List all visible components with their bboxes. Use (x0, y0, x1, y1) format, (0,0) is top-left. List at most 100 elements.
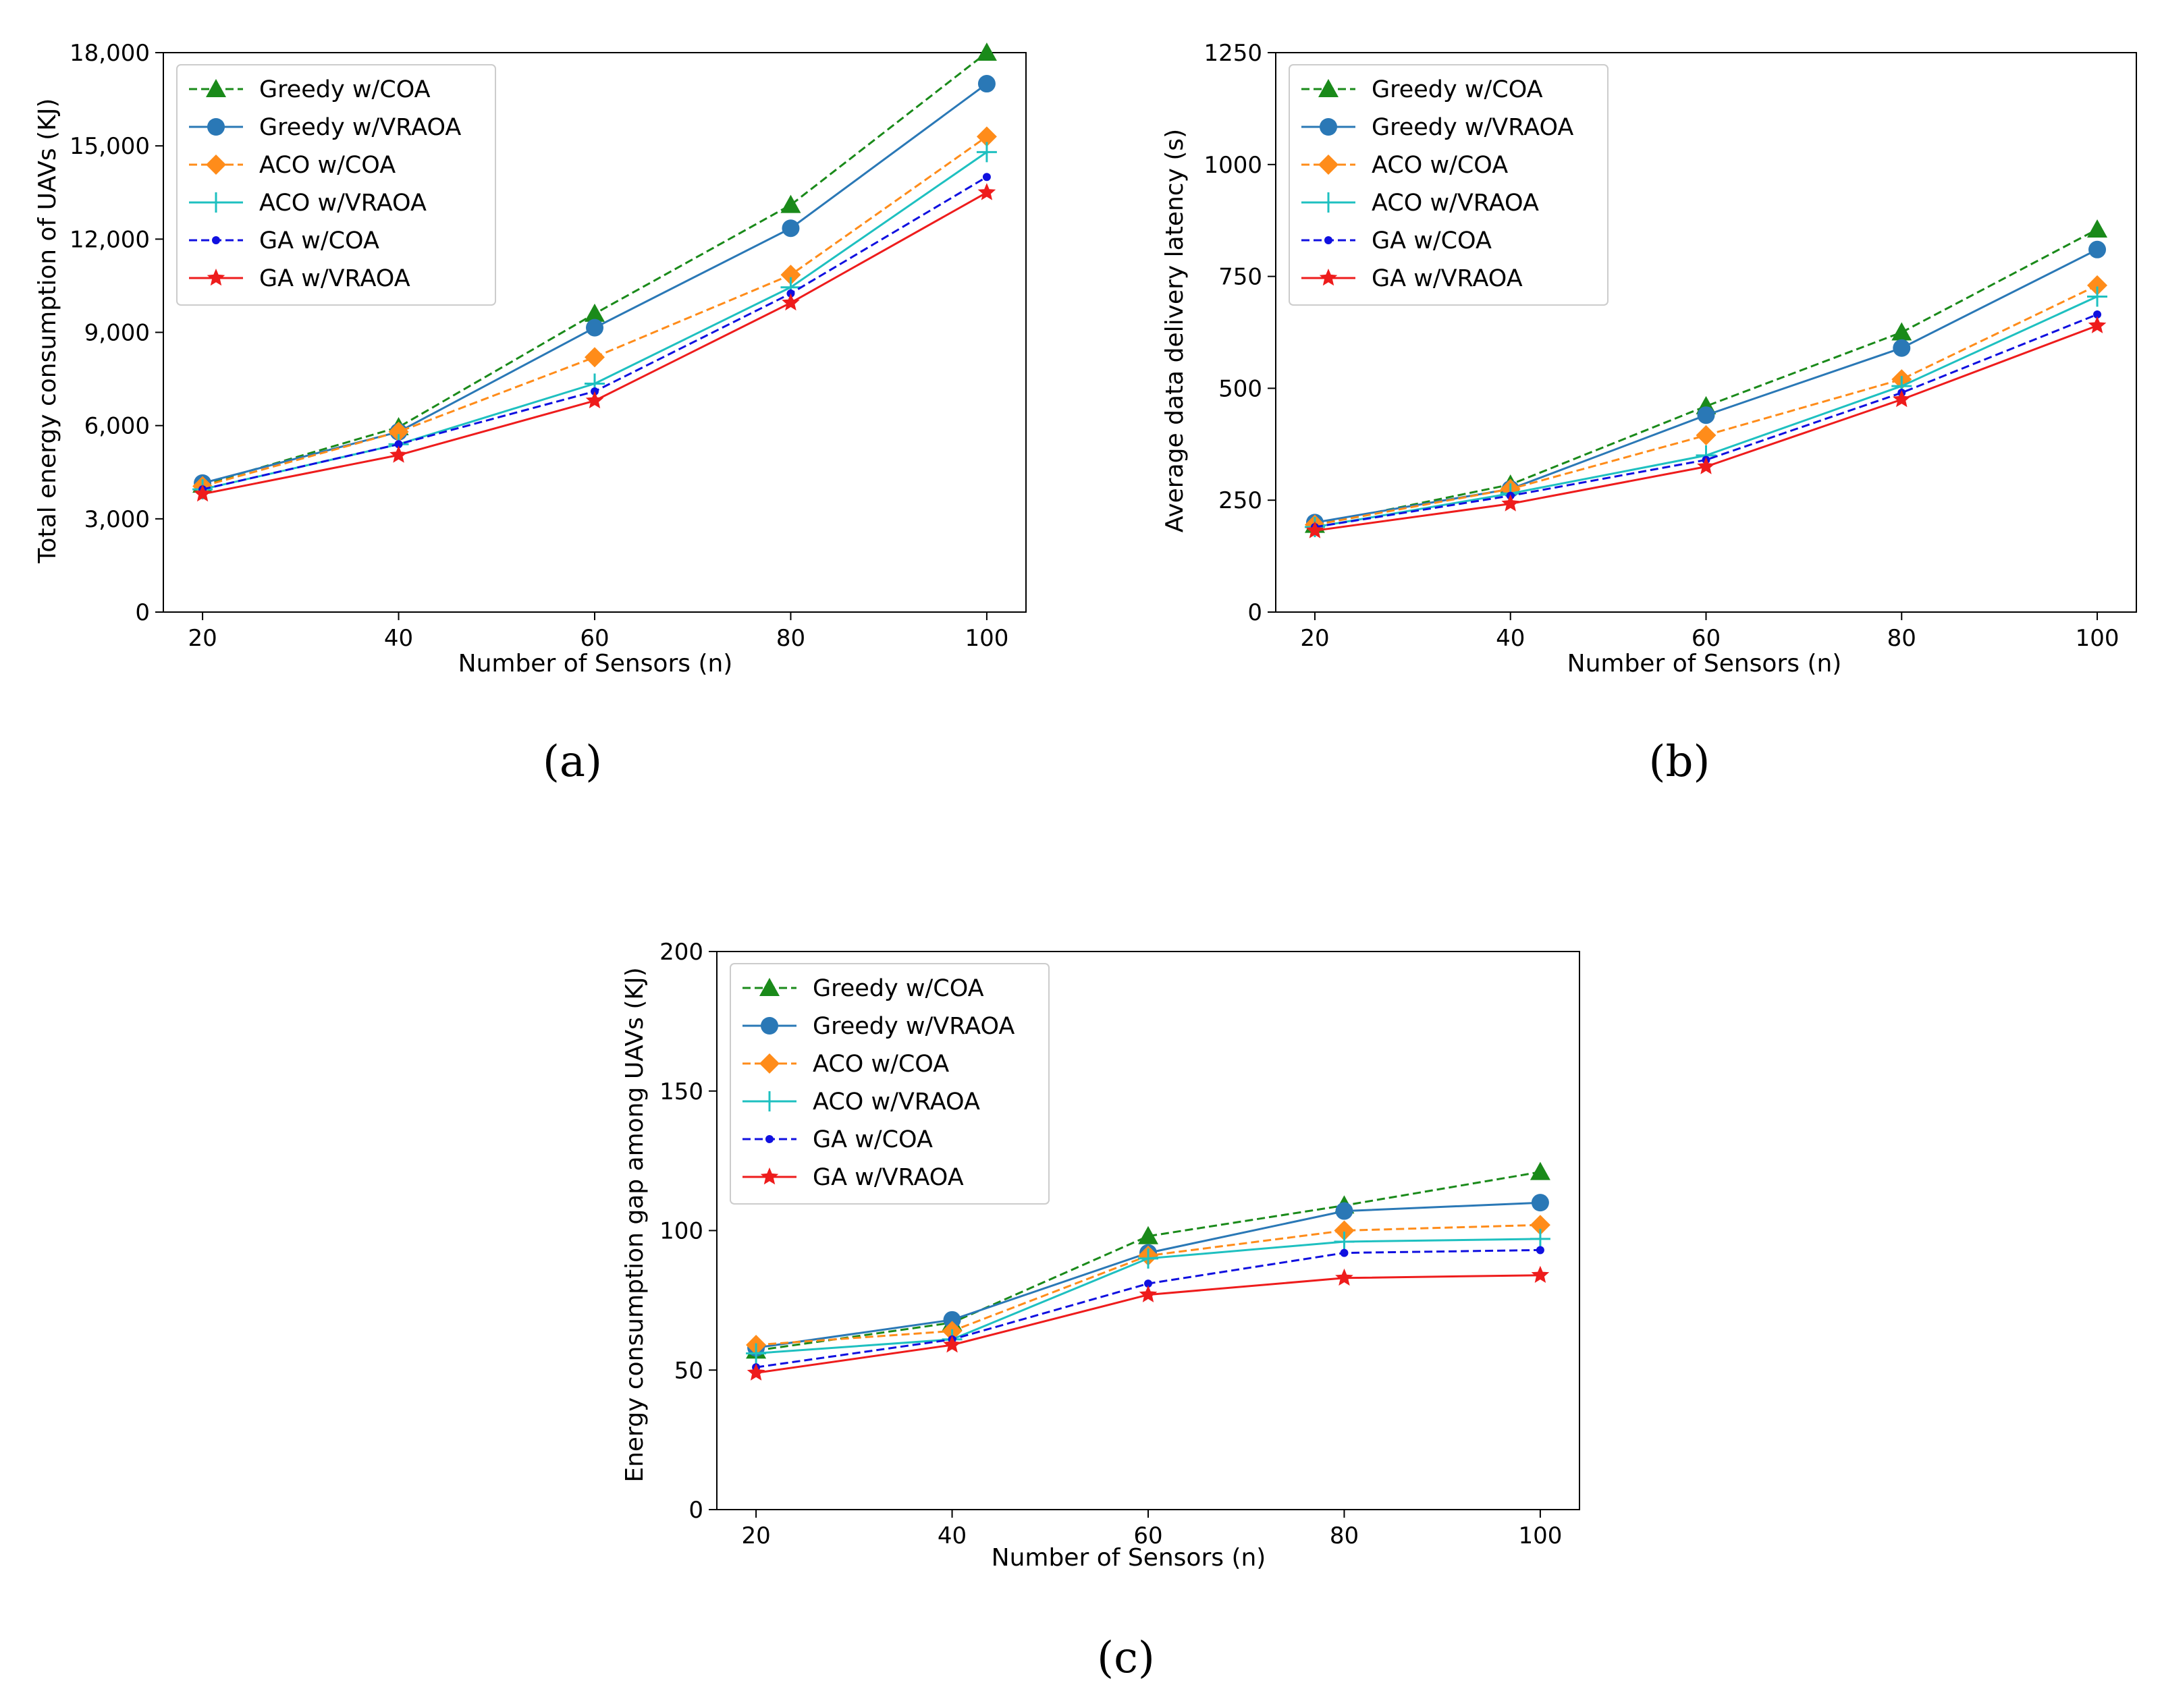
ytick-label-b: 0 (1247, 599, 1262, 626)
ytick-label-b: 250 (1218, 487, 1262, 514)
series-line-c-1 (755, 1201, 1540, 1349)
data-point-b-1-3 (1893, 339, 1911, 357)
legend-marker-a-0 (206, 79, 226, 97)
data-point-c-3-2 (1138, 1248, 1158, 1269)
legend-label-a-2: ACO w/COA (259, 152, 396, 179)
data-point-a-5-0 (193, 485, 212, 502)
data-point-c-4-2 (1144, 1279, 1152, 1288)
legend-marker-a-4 (212, 236, 220, 244)
xtick-label-c: 20 (741, 1522, 770, 1549)
legend-marker-a-3 (206, 192, 226, 213)
legend-label-c-2: ACO w/COA (813, 1051, 949, 1078)
data-point-c-2-3 (1334, 1220, 1355, 1241)
legend-marker-a-2 (206, 155, 226, 175)
ytick-label-a: 6,000 (84, 413, 150, 440)
data-point-b-0-3 (1891, 322, 1912, 341)
data-point-a-0-2 (585, 303, 605, 322)
ytick-label-c: 200 (659, 939, 703, 966)
series-b-5 (1305, 316, 2107, 539)
series-a-5 (193, 183, 996, 502)
legend-marker-c-4 (765, 1135, 774, 1143)
data-point-c-0-2 (1138, 1225, 1158, 1244)
caption-b: (b) (1649, 737, 1710, 787)
data-point-a-3-4 (976, 142, 997, 163)
legend-marker-b-1 (1320, 118, 1337, 136)
legend-marker-c-2 (759, 1053, 780, 1074)
xtick-label-b: 20 (1300, 625, 1329, 652)
legend-marker-c-5 (760, 1167, 779, 1185)
data-point-c-3-4 (1530, 1228, 1550, 1249)
xtick-label-c: 100 (1518, 1522, 1562, 1549)
data-point-c-5-3 (1335, 1268, 1353, 1286)
legend-marker-c-0 (759, 978, 780, 996)
ytick-label-c: 50 (674, 1357, 703, 1384)
legend-label-a-1: Greedy w/VRAOA (259, 114, 461, 141)
ytick-label-c: 150 (659, 1078, 703, 1105)
xtick-label-c: 60 (1133, 1522, 1162, 1549)
legend-label-b-1: Greedy w/VRAOA (1372, 114, 1573, 141)
series-line-b-4 (1314, 313, 2098, 528)
caption-c: (c) (1097, 1633, 1155, 1683)
legend-label-a-0: Greedy w/COA (259, 76, 431, 103)
legend-label-a-5: GA w/VRAOA (259, 265, 410, 292)
legend-label-b-2: ACO w/COA (1372, 152, 1508, 179)
data-point-c-5-0 (747, 1363, 765, 1381)
legend-label-a-4: GA w/COA (259, 227, 379, 254)
series-c-5 (747, 1265, 1550, 1381)
ytick-label-a: 9,000 (84, 320, 150, 347)
xtick-label-a: 100 (965, 625, 1008, 652)
data-point-c-5-2 (1139, 1285, 1158, 1302)
data-point-a-0-3 (780, 194, 801, 213)
legend-marker-b-0 (1318, 79, 1339, 97)
ytick-label-b: 1000 (1204, 152, 1262, 179)
data-point-b-1-4 (2088, 240, 2107, 258)
data-point-c-2-4 (1530, 1215, 1550, 1236)
legend-label-c-5: GA w/VRAOA (813, 1164, 964, 1191)
series-c-1 (747, 1194, 1549, 1357)
xtick-label-b: 60 (1692, 625, 1721, 652)
xtick-label-b: 40 (1496, 625, 1525, 652)
ytick-label-c: 0 (688, 1497, 703, 1524)
legend-label-b-5: GA w/VRAOA (1372, 265, 1523, 292)
ytick-label-c: 100 (659, 1218, 703, 1245)
legend-marker-a-1 (207, 118, 225, 136)
legend-marker-c-3 (759, 1091, 780, 1111)
legend-label-b-4: GA w/COA (1372, 227, 1492, 254)
panel-b: 0 250 500 750 1000 1250 20 40 60 80 100 Greedy w/CO… (1161, 40, 2137, 787)
data-point-c-1-1 (943, 1311, 961, 1329)
legend-b: Greedy w/COA Greedy w/VRAOA ACO w/COA ACO w… (1289, 64, 1609, 306)
data-point-c-1-4 (1531, 1194, 1549, 1212)
data-point-b-0-4 (2087, 219, 2108, 238)
data-point-a-4-1 (394, 440, 403, 449)
ylabel-b: Average data delivery latency (s) (1161, 129, 1189, 532)
data-point-b-1-2 (1697, 406, 1715, 424)
data-point-a-2-3 (780, 265, 801, 285)
data-point-a-1-2 (586, 319, 603, 337)
xtick-label-a: 80 (776, 625, 805, 652)
xtick-label-b: 80 (1887, 625, 1916, 652)
ytick-label-b: 500 (1218, 375, 1262, 402)
data-point-a-2-2 (585, 347, 605, 368)
data-point-c-5-1 (943, 1335, 961, 1353)
ytick-label-a: 3,000 (84, 506, 150, 533)
xtick-label-a: 60 (580, 625, 609, 652)
ytick-label-a: 0 (135, 599, 150, 626)
data-point-c-3-0 (746, 1343, 767, 1364)
data-point-b-4-4 (2093, 310, 2102, 319)
data-point-b-2-2 (1696, 425, 1717, 446)
data-point-b-2-4 (2087, 275, 2108, 296)
xlabel-b: Number of Sensors (n) (1567, 650, 1842, 678)
legend-box-b (1289, 64, 1609, 306)
data-point-c-5-4 (1531, 1265, 1550, 1283)
legend-label-b-0: Greedy w/COA (1372, 76, 1543, 103)
data-point-b-5-2 (1697, 457, 1715, 474)
data-point-b-5-1 (1501, 494, 1519, 512)
data-point-c-0-4 (1530, 1161, 1550, 1180)
data-point-b-5-3 (1893, 390, 1911, 408)
data-point-b-5-4 (2088, 316, 2107, 333)
ytick-label-a: 18,000 (70, 40, 150, 67)
ylabel-a: Total energy consumption of UAVs (KJ) (34, 99, 61, 564)
data-point-a-2-4 (976, 126, 997, 147)
